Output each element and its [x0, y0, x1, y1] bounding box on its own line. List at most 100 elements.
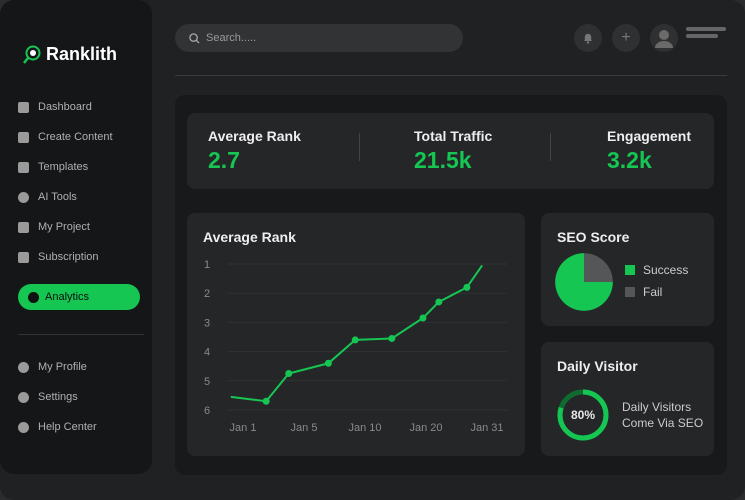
label: Settings	[38, 391, 78, 403]
x-tick-label: Jan 31	[470, 422, 503, 434]
label: My Profile	[38, 361, 87, 373]
legend-success: Success	[625, 263, 688, 277]
x-tick-label: Jan 20	[409, 422, 442, 434]
label: Help Center	[38, 421, 97, 433]
sidebar-item-my-project[interactable]: My Project	[18, 212, 140, 242]
percent-label: 80%	[570, 408, 596, 422]
sidebar-item-templates[interactable]: Templates	[18, 152, 140, 182]
menu-button[interactable]	[686, 27, 726, 41]
stat-value: 21.5k	[414, 147, 472, 173]
stat-label: Average Rank	[208, 128, 301, 144]
y-tick-label: 2	[204, 288, 210, 300]
stats-card: Average Rank 2.7 Total Traffic 21.5k Engag…	[187, 113, 714, 189]
chart-title: SEO Score	[557, 229, 630, 245]
label: My Project	[38, 221, 90, 233]
gear-icon	[18, 391, 29, 403]
legend-label: Success	[643, 263, 689, 277]
y-tick-label: 1	[204, 259, 210, 271]
swatch	[625, 265, 635, 275]
y-tick-label: 4	[204, 347, 210, 359]
stat-value: 3.2k	[607, 147, 652, 173]
legend-label: Fail	[643, 285, 663, 299]
sidebar: Ranklith Dashboard Create Content Templa…	[0, 0, 152, 474]
daily-description: Daily Visitors Come Via SEO	[622, 399, 703, 431]
label: Analytics	[45, 291, 90, 303]
daily-visitor-card: Daily Visitor 80% Daily Visitors Come Via…	[541, 342, 714, 456]
search-placeholder: Search.....	[206, 32, 257, 44]
grid-icon	[18, 101, 29, 113]
sidebar-item-settings[interactable]: Settings	[18, 382, 140, 412]
legend-fail: Fail	[625, 285, 662, 299]
bottom-nav: My Profile Settings Help Center	[18, 352, 140, 442]
series-line	[230, 264, 483, 403]
line-chart: 1 2 3 4 5 6 Jan 1 Jan 5 Jan 10 Jan 20 Jan 31	[204, 259, 507, 434]
pie-chart-icon	[28, 291, 39, 303]
search-input[interactable]: Search.....	[175, 24, 463, 52]
card-title: Daily Visitor	[557, 358, 638, 374]
sidebar-item-analytics[interactable]: Analytics	[18, 284, 140, 310]
help-icon	[18, 421, 29, 433]
logo-icon	[23, 45, 41, 64]
y-tick-label: 5	[204, 376, 210, 388]
label: Templates	[38, 161, 89, 173]
swatch	[625, 287, 635, 297]
line1: Daily Visitors	[622, 400, 692, 414]
divider	[359, 133, 360, 161]
stat-engagement: Engagement 3.2k	[607, 128, 691, 174]
search-icon	[189, 32, 200, 44]
data-point	[351, 336, 359, 344]
y-tick-label: 3	[204, 317, 210, 329]
seo-score-card: SEO Score Success Fail	[541, 213, 714, 326]
progress-ring	[557, 389, 609, 441]
user-avatar-icon	[655, 30, 673, 48]
layers-icon	[18, 161, 29, 173]
label: Create Content	[38, 131, 113, 143]
label: Subscription	[38, 251, 99, 263]
plus-square-icon	[18, 131, 29, 143]
stat-label: Engagement	[607, 128, 692, 144]
stat-value: 2.7	[208, 147, 240, 173]
data-point	[388, 334, 396, 342]
label: AI Tools	[38, 191, 77, 203]
sidebar-item-subscription[interactable]: Subscription	[18, 242, 140, 272]
header-divider	[175, 75, 727, 76]
sidebar-item-my-profile[interactable]: My Profile	[18, 352, 140, 382]
edit-icon	[18, 221, 29, 233]
main-nav: Dashboard Create Content Templates AI To…	[18, 92, 140, 310]
data-point	[419, 314, 427, 322]
plus-icon: +	[621, 29, 631, 46]
data-point	[324, 359, 332, 367]
notification-button[interactable]	[574, 24, 602, 52]
data-point	[262, 397, 270, 405]
data-point	[285, 370, 293, 377]
logo[interactable]: Ranklith	[22, 44, 117, 65]
stat-average-rank: Average Rank 2.7	[208, 128, 301, 174]
line2: Come Via SEO	[622, 416, 704, 430]
pie-chart	[555, 253, 613, 311]
divider	[550, 133, 551, 161]
ai-icon	[18, 191, 29, 203]
sidebar-item-dashboard[interactable]: Dashboard	[18, 92, 140, 122]
data-point	[463, 283, 471, 291]
chart-title: Average Rank	[203, 229, 296, 245]
pie-slice-fail	[584, 253, 613, 282]
user-icon	[18, 361, 29, 373]
sidebar-item-create-content[interactable]: Create Content	[18, 122, 140, 152]
label: Dashboard	[38, 101, 92, 113]
pie-slice-success	[555, 253, 613, 311]
avatar[interactable]	[650, 24, 678, 52]
x-tick-label: Jan 5	[291, 422, 318, 434]
sidebar-item-ai-tools[interactable]: AI Tools	[18, 182, 140, 212]
y-tick-label: 6	[204, 405, 210, 417]
brand-name: Ranklith	[46, 44, 118, 64]
average-rank-card: Average Rank 1 2 3 4 5 6 Jan 1 Jan 5 Jan 10 Jan 2…	[187, 213, 525, 456]
x-tick-label: Jan 1	[230, 422, 257, 434]
add-button[interactable]: +	[612, 24, 640, 52]
card-icon	[18, 251, 29, 263]
stat-total-traffic: Total Traffic 21.5k	[414, 128, 492, 174]
ring-progress	[557, 389, 609, 441]
sidebar-item-help-center[interactable]: Help Center	[18, 412, 140, 442]
x-tick-label: Jan 10	[348, 422, 381, 434]
bell-icon	[584, 33, 592, 44]
